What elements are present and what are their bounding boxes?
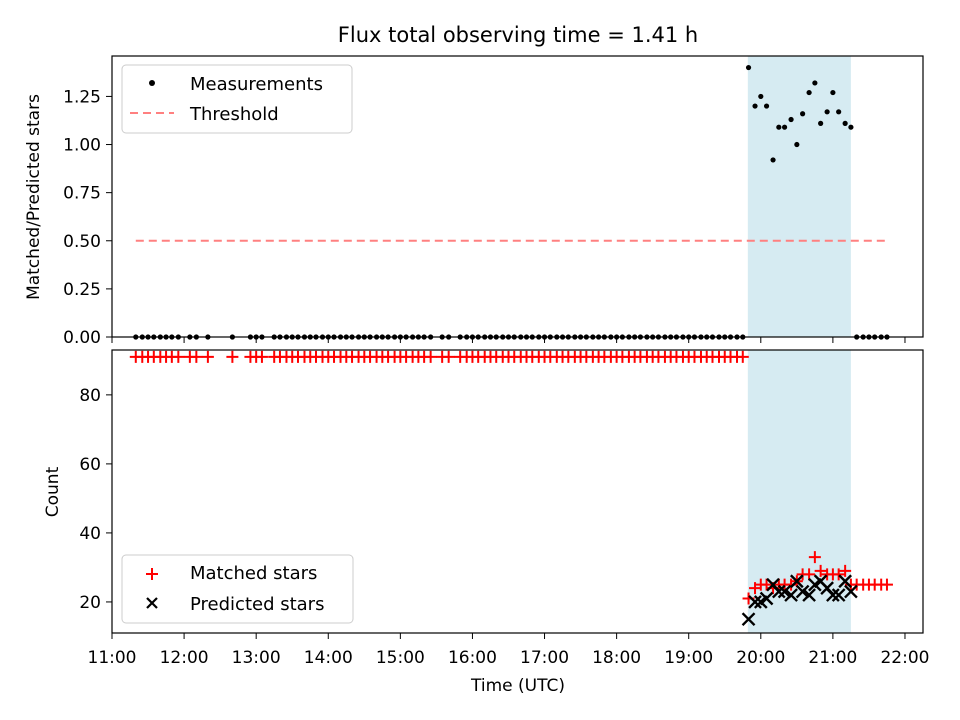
bottom-x-ticks: 11:00 12:00 13:00 14:00 15:00 16:00 17:00 18:00…: [88, 633, 929, 668]
matched-star-point: [736, 350, 749, 363]
predicted-star-point: [741, 612, 756, 627]
matched-star-point: [424, 350, 437, 363]
top-y-tick-label: 0.25: [63, 280, 101, 300]
predicted-star-point: [748, 595, 762, 609]
top-legend: Measurements Threshold: [121, 64, 353, 134]
matched-star-point: [190, 350, 203, 363]
measurement-point: [758, 93, 764, 100]
bottom-x-tick-label: 18:00: [592, 648, 641, 668]
top-y-tick-label: 1.25: [63, 87, 101, 107]
legend-predicted-label: Predicted stars: [190, 594, 324, 615]
matched-star-point: [201, 350, 214, 363]
top-y-tick-label: 0.50: [63, 232, 101, 252]
predicted-star-point: [784, 588, 798, 602]
predicted-star-point: [789, 574, 804, 589]
matched-star-point: [255, 350, 268, 363]
measurement-point: [848, 124, 854, 130]
legend-matched-marker: [146, 568, 158, 580]
measurement-point: [818, 120, 824, 126]
matched-star-point: [442, 350, 455, 363]
x-axis-label: Time (UTC): [470, 676, 565, 696]
measurement-point: [752, 103, 758, 109]
top-highlight-span: [747, 56, 851, 337]
bottom-x-tick-label: 22:00: [880, 648, 929, 668]
legend-threshold-label: Threshold: [189, 104, 279, 125]
predicted-star-point: [844, 584, 858, 599]
matched-star-point: [880, 578, 893, 591]
bottom-x-tick-label: 13:00: [232, 648, 281, 668]
bottom-x-tick-label: 21:00: [808, 648, 857, 668]
top-y-tick-label: 1.00: [63, 136, 101, 156]
measurement-point: [812, 80, 818, 86]
predicted-star-point: [802, 588, 816, 602]
bottom-highlight-span: [747, 350, 851, 633]
bottom-x-tick-label: 15:00: [376, 648, 425, 668]
top-y-ticks: 0.00 0.25 0.50 0.75 1.00 1.25: [63, 87, 112, 348]
measurement-point: [794, 141, 800, 148]
matched-star-point: [226, 350, 239, 363]
top-axes-frame: [111, 55, 924, 338]
matched-star-point: [814, 564, 827, 577]
measurement-point: [806, 89, 812, 96]
bottom-x-tick-label: 12:00: [160, 648, 209, 668]
predicted-star-point: [759, 591, 774, 606]
bottom-x-tick-label: 20:00: [736, 648, 785, 668]
measurement-point: [788, 116, 794, 123]
top-y-tick-label: 0.00: [63, 328, 101, 348]
bottom-x-tick-label: 14:00: [304, 648, 353, 668]
measurement-point: [842, 120, 848, 126]
predicted-star-point: [795, 584, 810, 599]
measurement-point: [830, 89, 836, 96]
top-legend-box: [121, 64, 353, 134]
bottom-x-tick-label: 19:00: [664, 648, 713, 668]
top-y-axis-label: Matched/Predicted stars: [24, 94, 44, 300]
top-y-tick-label: 0.75: [63, 184, 101, 204]
matched-star-point: [832, 568, 845, 581]
bottom-x-tick-label: 16:00: [448, 648, 497, 668]
predicted-star-point: [771, 584, 786, 599]
matched-stars-points: [129, 350, 893, 605]
measurement-point: [770, 157, 776, 163]
bottom-x-tick-label: 11:00: [88, 648, 137, 668]
measurement-point: [824, 109, 830, 115]
predicted-star-point: [777, 584, 792, 599]
bottom-y-axis-label: Count: [43, 466, 63, 517]
legend-matched-label: Matched stars: [190, 563, 317, 584]
chart-title: Flux total observing time = 1.41 h: [338, 23, 698, 47]
top-subplot: Flux total observing time = 1.41 h 0.000…: [24, 23, 924, 348]
matched-star-point: [803, 568, 816, 581]
predicted-star-point: [826, 588, 840, 602]
matched-star-point: [839, 564, 852, 577]
matched-star-point: [172, 350, 185, 363]
bottom-y-tick-label: 60: [79, 455, 101, 475]
predicted-stars-points: [741, 574, 858, 627]
bottom-legend-box: [121, 554, 354, 624]
measurement-point: [836, 109, 842, 115]
bottom-y-tick-label: 20: [79, 593, 101, 613]
legend-measurements-label: Measurements: [190, 74, 323, 95]
predicted-star-point: [838, 574, 852, 589]
bottom-legend: Matched stars Predicted stars: [121, 554, 354, 624]
bottom-y-ticks: 20 40 60 80: [79, 386, 112, 613]
matched-star-point: [808, 551, 821, 564]
bottom-y-tick-label: 80: [79, 386, 101, 406]
matched-star-point: [760, 578, 773, 591]
measurement-point: [745, 64, 752, 71]
predicted-star-point: [831, 588, 846, 602]
bottom-axes-frame: [111, 349, 924, 634]
bottom-y-tick-label: 40: [79, 524, 101, 544]
measurement-point: [776, 124, 782, 130]
measurement-point: [763, 103, 770, 109]
legend-measurements-marker: [149, 80, 155, 86]
measurement-point: [800, 111, 806, 117]
legend-predicted-marker: [146, 597, 158, 609]
bottom-x-tick-label: 17:00: [520, 648, 569, 668]
measurement-point: [781, 124, 788, 130]
